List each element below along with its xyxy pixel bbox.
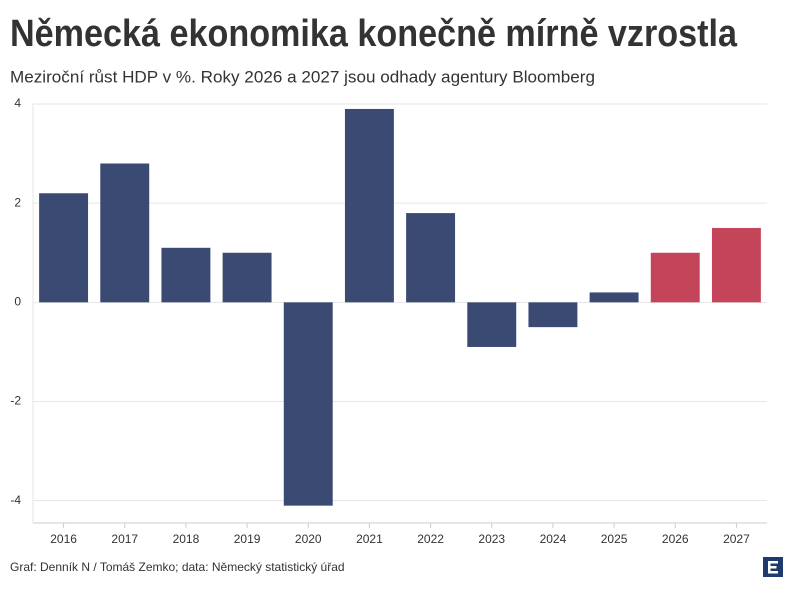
- chart-subtitle: Meziroční růst HDP v %. Roky 2026 a 2027…: [10, 67, 595, 86]
- x-tick-label: 2027: [723, 532, 750, 546]
- bar: [711, 227, 761, 303]
- y-tick-label: 4: [14, 96, 21, 110]
- x-tick-label: 2019: [234, 532, 261, 546]
- bar: [222, 252, 272, 303]
- y-tick-label: 2: [14, 195, 21, 209]
- x-tick-label: 2020: [295, 532, 322, 546]
- x-tick-label: 2021: [356, 532, 383, 546]
- x-tick-label: 2023: [478, 532, 505, 546]
- x-tick-label: 2017: [111, 532, 138, 546]
- bar: [467, 302, 517, 347]
- x-tick-label: 2022: [417, 532, 444, 546]
- bar: [100, 163, 150, 303]
- x-tick-label: 2025: [601, 532, 628, 546]
- x-tick-label: 2018: [173, 532, 200, 546]
- logo: [763, 557, 783, 577]
- x-tick-label: 2016: [50, 532, 77, 546]
- bar: [161, 247, 211, 303]
- bar: [650, 252, 700, 303]
- y-tick-label: -4: [10, 493, 21, 507]
- bar: [283, 302, 333, 506]
- bar: [589, 292, 639, 303]
- bar: [344, 108, 394, 303]
- source-note: Graf: Denník N / Tomáš Zemko; data: Něme…: [10, 560, 345, 574]
- y-tick-label: 0: [14, 295, 21, 309]
- x-tick-label: 2024: [540, 532, 567, 546]
- bar: [528, 302, 578, 328]
- bar: [39, 193, 89, 303]
- y-tick-label: -2: [10, 394, 21, 408]
- bar: [406, 213, 456, 303]
- chart-title: Německá ekonomika konečně mírně vzrostla: [10, 13, 738, 55]
- x-tick-label: 2026: [662, 532, 689, 546]
